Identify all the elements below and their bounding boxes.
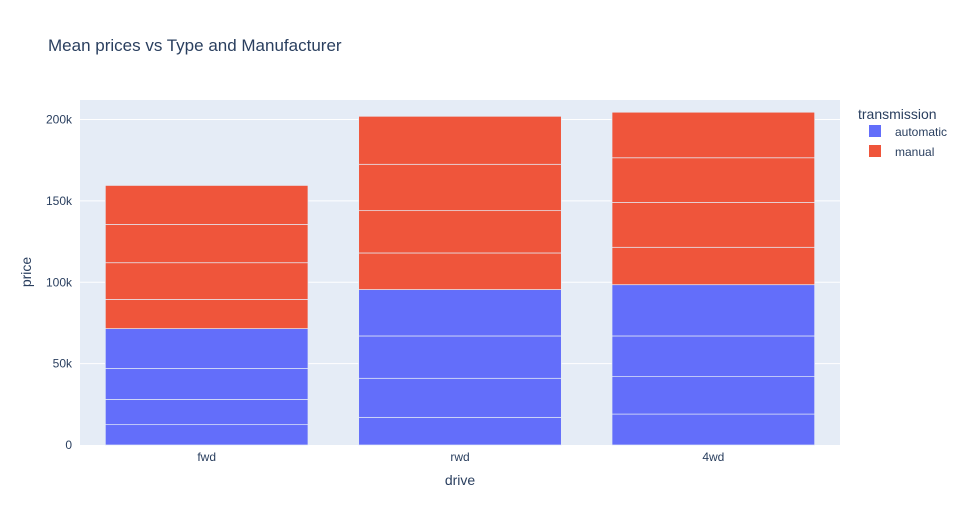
bar-segment-manual-rwd[interactable] (358, 115, 562, 165)
y-tick-labels: 0 50k 100k 150k 200k (46, 113, 73, 452)
bar-segment-manual-fwd[interactable] (104, 224, 309, 264)
legend: transmission automatic manual (858, 106, 947, 159)
bar-segment-manual-4wd[interactable] (611, 157, 816, 203)
x-tick-label-fwd: fwd (197, 450, 216, 464)
legend-label-automatic[interactable]: automatic (895, 125, 947, 139)
chart-title: Mean prices vs Type and Manufacturer (48, 36, 342, 55)
y-axis-title: price (18, 257, 34, 288)
bar-segment-automatic-rwd[interactable] (358, 377, 562, 418)
bar-segment-automatic-fwd[interactable] (104, 368, 309, 400)
bar-segment-automatic-4wd[interactable] (611, 376, 816, 415)
bar-segment-manual-4wd[interactable] (611, 111, 816, 159)
bar-segment-manual-4wd[interactable] (611, 246, 816, 286)
bar-segment-automatic-4wd[interactable] (611, 413, 816, 446)
bar-segment-manual-fwd[interactable] (104, 185, 309, 225)
y-tick-label: 100k (46, 275, 73, 289)
bar-segment-manual-rwd[interactable] (358, 163, 562, 212)
x-axis-title: drive (445, 472, 476, 488)
bar-segment-manual-fwd[interactable] (104, 299, 309, 329)
y-tick-label: 200k (46, 113, 73, 127)
bar-segment-automatic-rwd[interactable] (358, 335, 562, 379)
bar-segment-automatic-fwd[interactable] (104, 424, 309, 446)
x-tick-label-4wd: 4wd (702, 450, 724, 464)
bar-segment-manual-4wd[interactable] (611, 202, 816, 248)
legend-label-manual[interactable]: manual (895, 145, 934, 159)
bar-segment-automatic-fwd[interactable] (104, 399, 309, 426)
legend-swatch-manual[interactable] (869, 145, 881, 157)
bar-segment-manual-rwd[interactable] (358, 252, 562, 290)
bar-segment-automatic-rwd[interactable] (358, 289, 562, 337)
legend-swatch-automatic[interactable] (869, 125, 881, 137)
y-tick-label: 0 (65, 438, 72, 452)
bar-segment-automatic-fwd[interactable] (104, 328, 309, 369)
bar-segment-manual-fwd[interactable] (104, 262, 309, 300)
bar-segment-automatic-4wd[interactable] (611, 284, 816, 337)
bars (104, 111, 816, 446)
x-tick-labels: fwd rwd 4wd (197, 450, 724, 464)
bar-segment-automatic-rwd[interactable] (358, 416, 562, 446)
x-tick-label-rwd: rwd (450, 450, 469, 464)
legend-title: transmission (858, 106, 937, 122)
bar-segment-manual-rwd[interactable] (358, 210, 562, 254)
y-tick-label: 150k (46, 194, 73, 208)
bar-segment-automatic-4wd[interactable] (611, 335, 816, 378)
y-tick-label: 50k (53, 357, 73, 371)
